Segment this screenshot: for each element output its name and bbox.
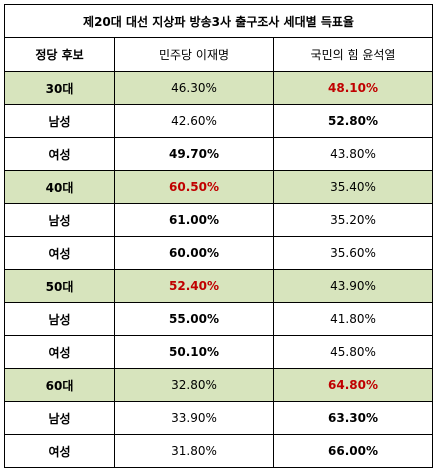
table-row-gender: 남성 55.00% 41.80% [4, 302, 433, 336]
row-label: 30대 [4, 71, 115, 105]
cell-lee-percent: 52.40% [114, 269, 274, 303]
cell-lee-percent: 60.50% [114, 170, 274, 204]
table-row-age-group: 30대 46.30% 48.10% [4, 71, 433, 105]
row-label: 여성 [4, 434, 115, 468]
table-row-age-group: 60대 32.80% 64.80% [4, 368, 433, 402]
cell-lee-percent: 42.60% [114, 104, 274, 138]
table-row-gender: 여성 50.10% 45.80% [4, 335, 433, 369]
row-label: 남성 [4, 302, 115, 336]
cell-yoon-percent: 41.80% [273, 302, 433, 336]
row-label: 여성 [4, 335, 115, 369]
cell-lee-percent: 31.80% [114, 434, 274, 468]
cell-yoon-percent: 63.30% [273, 401, 433, 435]
cell-yoon-percent: 48.10% [273, 71, 433, 105]
header-ppp-yoon: 국민의 힘 윤석열 [273, 37, 433, 72]
table-row-age-group: 50대 52.40% 43.90% [4, 269, 433, 303]
row-label: 여성 [4, 137, 115, 171]
cell-yoon-percent: 35.60% [273, 236, 433, 270]
cell-lee-percent: 32.80% [114, 368, 274, 402]
cell-yoon-percent: 43.90% [273, 269, 433, 303]
row-label: 남성 [4, 104, 115, 138]
row-label: 50대 [4, 269, 115, 303]
row-label: 40대 [4, 170, 115, 204]
cell-lee-percent: 33.90% [114, 401, 274, 435]
cell-lee-percent: 49.70% [114, 137, 274, 171]
cell-yoon-percent: 66.00% [273, 434, 433, 468]
table-title: 제20대 대선 지상파 방송3사 출구조사 세대별 득표율 [4, 4, 433, 38]
cell-lee-percent: 55.00% [114, 302, 274, 336]
cell-yoon-percent: 64.80% [273, 368, 433, 402]
table-row-gender: 여성 60.00% 35.60% [4, 236, 433, 270]
exit-poll-table: 제20대 대선 지상파 방송3사 출구조사 세대별 득표율 정당 후보 민주당 … [4, 4, 433, 468]
table-row-age-group: 40대 60.50% 35.40% [4, 170, 433, 204]
cell-yoon-percent: 35.40% [273, 170, 433, 204]
row-label: 여성 [4, 236, 115, 270]
table-row-gender: 여성 31.80% 66.00% [4, 434, 433, 468]
table-row-gender: 남성 61.00% 35.20% [4, 203, 433, 237]
row-label: 남성 [4, 401, 115, 435]
header-party-candidate: 정당 후보 [4, 37, 115, 72]
table-row-gender: 여성 49.70% 43.80% [4, 137, 433, 171]
table-body: 30대 46.30% 48.10% 남성 42.60% 52.80% 여성 49.70% 43.… [4, 71, 433, 468]
cell-yoon-percent: 35.20% [273, 203, 433, 237]
cell-yoon-percent: 45.80% [273, 335, 433, 369]
cell-lee-percent: 50.10% [114, 335, 274, 369]
cell-lee-percent: 61.00% [114, 203, 274, 237]
cell-lee-percent: 60.00% [114, 236, 274, 270]
row-label: 60대 [4, 368, 115, 402]
cell-lee-percent: 46.30% [114, 71, 274, 105]
title-row: 제20대 대선 지상파 방송3사 출구조사 세대별 득표율 [4, 4, 433, 38]
row-label: 남성 [4, 203, 115, 237]
table-row-gender: 남성 33.90% 63.30% [4, 401, 433, 435]
header-row: 정당 후보 민주당 이재명 국민의 힘 윤석열 [4, 37, 433, 72]
cell-yoon-percent: 52.80% [273, 104, 433, 138]
table-row-gender: 남성 42.60% 52.80% [4, 104, 433, 138]
cell-yoon-percent: 43.80% [273, 137, 433, 171]
header-democratic-lee: 민주당 이재명 [114, 37, 274, 72]
